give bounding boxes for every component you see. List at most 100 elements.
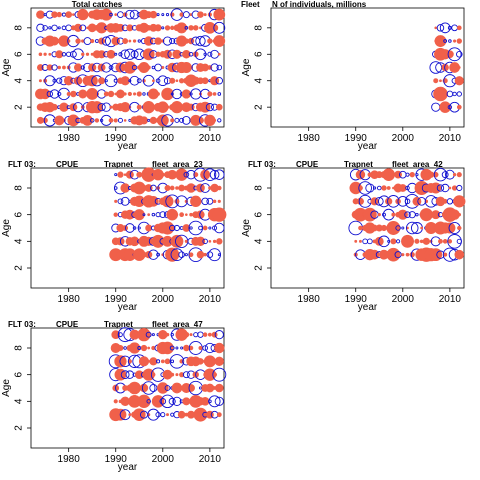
bubble-positive	[188, 25, 194, 31]
bubble-positive	[170, 118, 175, 123]
y-tick-label: 4	[254, 238, 265, 244]
x-axis-label: year	[358, 141, 378, 152]
bubble-positive	[174, 198, 180, 204]
bubble-negative	[401, 226, 405, 230]
bubble-negative	[210, 63, 219, 72]
bubble-negative	[405, 172, 410, 177]
bubble-negative	[130, 50, 139, 59]
bubble-negative	[129, 9, 140, 20]
bubble-positive	[136, 171, 143, 178]
bubble-positive	[175, 213, 179, 216]
bubble-positive	[212, 239, 217, 243]
bubble-positive	[397, 209, 408, 220]
bubble-negative	[205, 103, 214, 112]
bubble-positive	[187, 384, 195, 392]
bubble-negative	[193, 332, 199, 338]
bubble-positive	[187, 37, 195, 45]
bubble-positive	[185, 213, 188, 216]
x-tick-label: 2000	[392, 133, 415, 144]
bubble-positive	[144, 184, 153, 192]
bubble-negative	[136, 78, 142, 84]
bubble-positive	[157, 382, 169, 394]
bubble-negative	[66, 51, 72, 57]
bubble-negative	[443, 39, 448, 43]
x-axis-label: year	[118, 302, 138, 313]
y-tick-label: 8	[14, 185, 25, 191]
bubble-negative	[149, 383, 158, 393]
bubble-positive	[169, 77, 176, 84]
bubble-negative	[182, 11, 190, 19]
bubble-positive	[122, 38, 129, 44]
bubble-positive	[177, 410, 186, 419]
bubble-negative	[117, 117, 123, 123]
bubble-positive	[213, 118, 217, 122]
bubble-positive	[161, 341, 174, 355]
bubble-negative	[132, 226, 137, 230]
x-tick-label: 2000	[392, 294, 415, 305]
bubble-negative	[109, 12, 113, 17]
bubble-positive	[170, 372, 175, 377]
x-tick-label: 2010	[439, 133, 462, 144]
bubble-positive	[42, 117, 48, 124]
panel-title: Trapnet	[104, 320, 133, 329]
bubble-positive	[148, 196, 159, 207]
bubble-negative	[171, 88, 183, 100]
bubble-positive	[214, 383, 224, 393]
bubble-positive	[189, 333, 193, 337]
bubble-positive	[56, 11, 62, 18]
bubble-positive	[370, 197, 379, 206]
bubble-negative	[415, 212, 419, 217]
bubble-negative	[174, 117, 180, 123]
bubble-negative	[201, 197, 209, 206]
bubble-negative	[203, 168, 217, 182]
bubble-positive	[183, 331, 190, 338]
panel-title: FLT 03:	[8, 160, 36, 169]
bubble-negative	[137, 346, 142, 350]
bubble-positive	[203, 13, 207, 17]
bubble-positive	[136, 91, 142, 97]
bubble-negative	[157, 75, 169, 87]
bubble-negative	[117, 11, 124, 18]
bubble-positive	[142, 48, 155, 61]
bubble-negative	[51, 24, 58, 32]
bubble-negative	[114, 52, 118, 56]
bubble-positive	[37, 64, 44, 71]
bubble-negative	[198, 225, 203, 231]
bubble-negative	[142, 213, 146, 217]
bubble-negative	[101, 62, 112, 73]
bubble-negative	[456, 238, 462, 244]
bubble-positive	[207, 91, 213, 97]
bubble-positive	[442, 239, 448, 244]
bubble-positive	[113, 399, 118, 404]
bubble-negative	[124, 48, 136, 60]
y-tick-label: 4	[14, 238, 25, 244]
bubble-negative	[118, 52, 123, 57]
bubble-negative	[114, 173, 118, 177]
panel-title: CPUE	[56, 160, 79, 169]
bubble-negative	[125, 223, 135, 233]
x-axis-label: year	[118, 462, 138, 473]
bubble-positive	[434, 26, 438, 30]
bubble-negative	[117, 198, 124, 205]
bubble-negative	[431, 102, 441, 112]
bubble-positive	[453, 195, 466, 208]
bubble-positive	[107, 90, 115, 98]
bubble-positive	[166, 413, 169, 417]
bubble-positive	[401, 253, 405, 257]
bubble-negative	[101, 36, 111, 46]
panel-title: Total catches	[72, 0, 123, 9]
bubble-positive	[169, 185, 175, 191]
bubble-positive	[202, 225, 208, 231]
bubble-negative	[97, 103, 106, 112]
bubble-positive	[70, 90, 77, 98]
bubble-negative	[208, 248, 222, 262]
bubble-positive	[146, 65, 151, 70]
bubble-positive	[111, 330, 121, 340]
bubble-negative	[147, 408, 160, 421]
bubble-negative	[44, 75, 56, 87]
bubble-positive	[188, 252, 194, 258]
bubble-positive	[98, 37, 106, 45]
bubble-positive	[140, 344, 148, 352]
x-tick-label: 1980	[298, 133, 321, 144]
bubble-negative	[216, 64, 223, 71]
